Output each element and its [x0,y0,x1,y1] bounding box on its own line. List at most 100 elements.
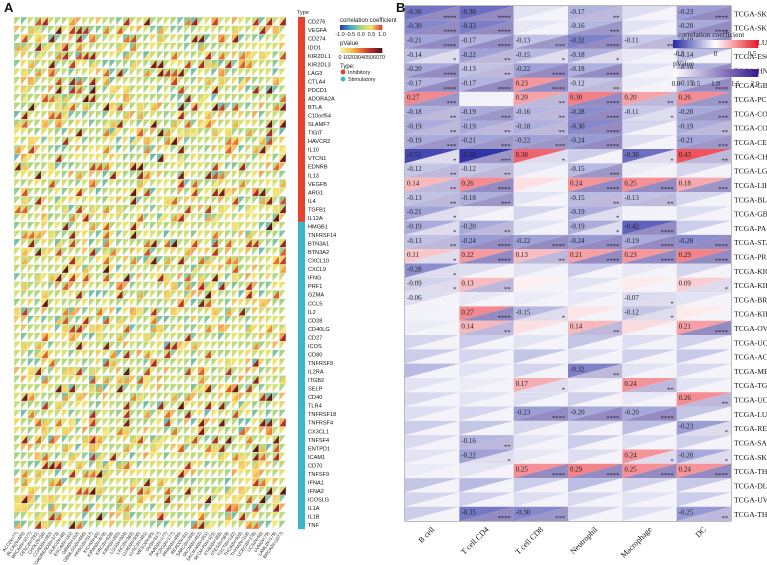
heatmap-a-cell-pvalue [279,435,286,444]
heatmap-a-cell-pvalue [238,264,246,273]
heatmap-a-cell-corr [177,435,184,444]
heatmap-a-cell-pvalue [190,119,198,128]
heatmap-a-cell-corr [156,102,164,111]
heatmap-a-cell-corr [177,383,184,393]
heatmap-a-cell-corr [279,102,286,111]
heatmap-a-cell-pvalue [41,264,48,273]
heatmap-a-cell-corr [156,290,164,299]
heatmap-a-cell-corr [258,452,266,461]
heatmap-a-cell-pvalue [75,375,82,384]
gene-label: VTCN1 [308,156,326,162]
heatmap-a-cell-corr [41,298,48,308]
heatmap-a-cell-pvalue [75,110,82,120]
heatmap-a-cell-pvalue [122,307,130,316]
heatmap-a-cell-pvalue [197,401,205,410]
heatmap-a-cell-corr [156,93,164,103]
heatmap-a-cell-pvalue [252,17,259,26]
heatmap-a-cell-pvalue [204,298,212,308]
heatmap-a-cell-pvalue [75,196,82,205]
heatmap-a-cell-pvalue [116,59,123,69]
heatmap-a-cell-corr [156,341,164,350]
heatmap-a-cell-pvalue [27,290,35,299]
heatmap-a-cell-corr [102,366,110,376]
heatmap-a-cell-pvalue [136,153,144,163]
heatmap-a-cell-corr [238,213,246,222]
heatmap-a-cell-pvalue [156,102,164,111]
heatmap-a-cell-corr [224,102,232,111]
heatmap-a-cell-corr [68,42,76,52]
heatmap-a-cell-pvalue [82,119,89,128]
heatmap-a-cell-corr [177,392,184,401]
heatmap-a-cell-pvalue [109,358,116,367]
heatmap-a-cell-pvalue [109,298,116,308]
heatmap-a-cell-pvalue [88,153,96,163]
heatmap-a-cell-pvalue [143,145,150,154]
heatmap-a-cell-corr [245,383,252,393]
heatmap-a-cell-corr [68,426,76,436]
heatmap-a-cell-corr [150,119,157,128]
heatmap-a-cell-pvalue [14,187,21,197]
heatmap-a-cell-corr [122,162,130,171]
heatmap-a-cell-corr [20,187,28,197]
heatmap-a-cell-pvalue [224,76,232,86]
heatmap-a-cell-corr [204,179,212,188]
heatmap-a-cell-pvalue [122,102,130,111]
heatmap-a-cell-corr [150,59,157,69]
heatmap-a-cell-pvalue [170,119,178,128]
heatmap-a-cell-corr [245,42,252,52]
heatmap-a-cell-pvalue [265,85,273,94]
gene-label: TLR4 [308,404,322,410]
heatmap-a-cell-corr [102,460,110,470]
heatmap-a-cell-corr [88,119,96,128]
heatmap-a-cell-pvalue [88,298,96,308]
heatmap-a-cell-corr [218,290,225,299]
heatmap-a-cell-corr [136,247,144,256]
heatmap-a-cell-corr [238,196,246,205]
heatmap-a-cell-pvalue [68,401,76,410]
heatmap-a-cell-pvalue [184,383,191,393]
heatmap-a-cell-corr [238,119,246,128]
heatmap-a-cell-pvalue [204,187,212,197]
heatmap-a-cell-pvalue [82,196,89,205]
heatmap-a-cell-pvalue [156,127,164,137]
heatmap-a-cell-pvalue [122,34,130,43]
heatmap-a-cell-pvalue [88,460,96,470]
heatmap-a-cell-pvalue [197,238,205,248]
heatmap-a-cell-pvalue [197,366,205,376]
heatmap-a-cell-pvalue [252,25,259,35]
heatmap-a-cell-corr [150,341,157,350]
heatmap-a-cell-pvalue [177,460,184,470]
heatmap-a-cell-corr [272,93,280,103]
heatmap-a-cell-corr [34,315,42,325]
heatmap-a-cell-pvalue [41,409,48,419]
heatmap-a-cell-corr [218,298,225,308]
heatmap-a-cell-pvalue [95,443,103,453]
heatmap-a-cell-pvalue [136,230,144,239]
heatmap-a-cell-pvalue [102,17,110,26]
heatmap-a-cell-pvalue [122,25,130,35]
heatmap-a-cell-corr [143,341,150,350]
heatmap-a-cell-pvalue [122,221,130,231]
heatmap-a-cell-pvalue [238,127,246,137]
heatmap-a-cell-corr [82,179,89,188]
heatmap-a-cell-corr [102,443,110,453]
heatmap-a-cell-pvalue [88,409,96,419]
heatmap-a-cell-corr [238,341,246,350]
heatmap-a-cell-corr [170,443,178,453]
heatmap-a-cell-pvalue [150,452,157,461]
heatmap-a-cell-pvalue [184,110,191,120]
heatmap-a-cell-pvalue [102,127,110,137]
heatmap-a-cell-corr [204,153,212,163]
heatmap-a-cell-pvalue [102,136,110,145]
heatmap-a-cell-corr [156,307,164,316]
heatmap-a-cell-pvalue [129,298,137,308]
heatmap-a-cell-pvalue [14,17,21,26]
heatmap-a-cell-corr [20,213,28,222]
heatmap-a-cell-pvalue [252,51,259,60]
heatmap-a-cell-pvalue [75,42,82,52]
heatmap-a-cell-pvalue [245,401,252,410]
heatmap-a-cell-corr [48,435,55,444]
heatmap-a-cell-corr [170,179,178,188]
heatmap-a-cell-corr [252,315,259,325]
heatmap-a-cell-pvalue [14,290,21,299]
